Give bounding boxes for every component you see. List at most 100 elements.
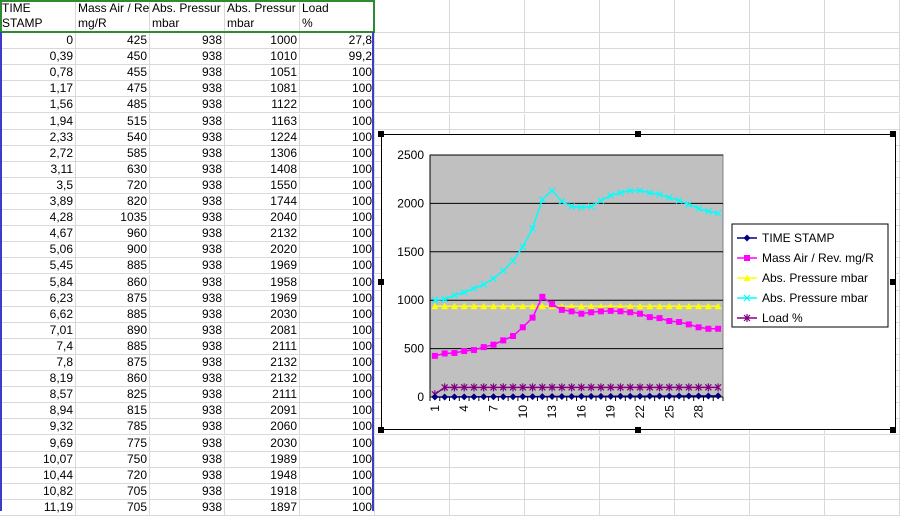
empty-cell[interactable] (525, 113, 600, 130)
data-cell[interactable]: 938 (150, 177, 225, 194)
data-cell[interactable]: 475 (76, 81, 150, 98)
empty-cell[interactable] (600, 81, 675, 98)
data-cell[interactable]: 100 (300, 113, 375, 130)
empty-cell[interactable] (450, 435, 525, 452)
data-cell[interactable]: 100 (300, 81, 375, 98)
empty-cell[interactable] (525, 483, 600, 500)
data-cell[interactable]: 2060 (225, 419, 300, 436)
resize-handle-bottom-left[interactable] (378, 427, 384, 433)
empty-cell[interactable] (675, 65, 750, 82)
empty-cell[interactable] (450, 0, 525, 33)
data-cell[interactable]: 8,94 (0, 403, 76, 420)
empty-cell[interactable] (750, 113, 825, 130)
resize-handle-top-left[interactable] (378, 131, 384, 137)
empty-cell[interactable] (750, 81, 825, 98)
data-cell[interactable]: 1010 (225, 49, 300, 66)
data-cell[interactable]: 3,89 (0, 194, 76, 211)
data-cell[interactable]: 938 (150, 419, 225, 436)
empty-cell[interactable] (450, 33, 525, 50)
empty-cell[interactable] (525, 97, 600, 114)
empty-cell[interactable] (750, 65, 825, 82)
empty-cell[interactable] (600, 97, 675, 114)
empty-cell[interactable] (375, 81, 450, 98)
data-cell[interactable]: 938 (150, 113, 225, 130)
empty-cell[interactable] (750, 49, 825, 66)
empty-cell[interactable] (675, 113, 750, 130)
empty-cell[interactable] (525, 65, 600, 82)
data-cell[interactable]: 10,07 (0, 451, 76, 468)
data-cell[interactable]: 938 (150, 226, 225, 243)
empty-cell[interactable] (600, 499, 675, 516)
empty-cell[interactable] (600, 467, 675, 484)
data-cell[interactable]: 938 (150, 387, 225, 404)
data-cell[interactable]: 2091 (225, 403, 300, 420)
data-cell[interactable]: 100 (300, 338, 375, 355)
data-cell[interactable]: 938 (150, 129, 225, 146)
data-cell[interactable]: 938 (150, 274, 225, 291)
empty-cell[interactable] (375, 467, 450, 484)
data-cell[interactable]: 455 (76, 65, 150, 82)
empty-cell[interactable] (750, 451, 825, 468)
data-cell[interactable]: 9,32 (0, 419, 76, 436)
data-cell[interactable]: 938 (150, 194, 225, 211)
empty-cell[interactable] (375, 483, 450, 500)
data-cell[interactable]: 750 (76, 451, 150, 468)
data-cell[interactable]: 585 (76, 145, 150, 162)
empty-cell[interactable] (525, 0, 600, 33)
data-cell[interactable]: 6,23 (0, 290, 76, 307)
data-cell[interactable]: 1897 (225, 499, 300, 516)
data-cell[interactable]: 885 (76, 338, 150, 355)
empty-cell[interactable] (375, 49, 450, 66)
data-cell[interactable]: 7,8 (0, 355, 76, 372)
empty-cell[interactable] (600, 0, 675, 33)
data-cell[interactable]: 425 (76, 33, 150, 50)
empty-cell[interactable] (675, 97, 750, 114)
data-cell[interactable]: 938 (150, 65, 225, 82)
data-cell[interactable]: 8,19 (0, 371, 76, 388)
data-cell[interactable]: 1408 (225, 161, 300, 178)
data-cell[interactable]: 1550 (225, 177, 300, 194)
data-cell[interactable]: 10,44 (0, 467, 76, 484)
empty-cell[interactable] (825, 467, 900, 484)
empty-cell[interactable] (600, 451, 675, 468)
empty-cell[interactable] (675, 0, 750, 33)
data-cell[interactable]: 100 (300, 274, 375, 291)
data-cell[interactable]: 1306 (225, 145, 300, 162)
data-cell[interactable]: 820 (76, 194, 150, 211)
data-cell[interactable]: 7,4 (0, 338, 76, 355)
data-cell[interactable]: 630 (76, 161, 150, 178)
data-cell[interactable]: 938 (150, 355, 225, 372)
empty-cell[interactable] (450, 81, 525, 98)
data-cell[interactable]: 100 (300, 194, 375, 211)
data-cell[interactable]: 1051 (225, 65, 300, 82)
data-cell[interactable]: 938 (150, 81, 225, 98)
data-cell[interactable]: 8,57 (0, 387, 76, 404)
data-cell[interactable]: 2132 (225, 371, 300, 388)
empty-cell[interactable] (675, 435, 750, 452)
data-cell[interactable]: 100 (300, 403, 375, 420)
empty-cell[interactable] (525, 499, 600, 516)
data-cell[interactable]: 938 (150, 242, 225, 259)
data-cell[interactable]: 900 (76, 242, 150, 259)
data-cell[interactable]: 825 (76, 387, 150, 404)
empty-cell[interactable] (825, 113, 900, 130)
data-cell[interactable]: 6,62 (0, 306, 76, 323)
data-cell[interactable]: 4,67 (0, 226, 76, 243)
empty-cell[interactable] (450, 499, 525, 516)
data-cell[interactable]: 938 (150, 338, 225, 355)
data-cell[interactable]: 775 (76, 435, 150, 452)
data-cell[interactable]: 938 (150, 435, 225, 452)
data-cell[interactable]: 1958 (225, 274, 300, 291)
empty-cell[interactable] (675, 499, 750, 516)
data-cell[interactable]: 3,5 (0, 177, 76, 194)
empty-cell[interactable] (525, 81, 600, 98)
data-cell[interactable]: 100 (300, 483, 375, 500)
data-cell[interactable]: 100 (300, 129, 375, 146)
data-cell[interactable]: 2030 (225, 435, 300, 452)
empty-cell[interactable] (675, 33, 750, 50)
empty-cell[interactable] (825, 97, 900, 114)
data-cell[interactable]: 0,39 (0, 49, 76, 66)
data-cell[interactable]: 5,06 (0, 242, 76, 259)
data-cell[interactable]: 1000 (225, 33, 300, 50)
data-cell[interactable]: 450 (76, 49, 150, 66)
